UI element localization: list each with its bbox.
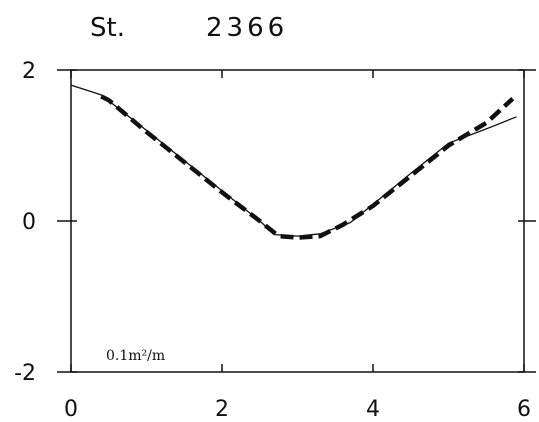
x-tick-label-0: 0 (64, 397, 78, 422)
plot-frame (70, 69, 525, 373)
series-dashed-line-1 (100, 94, 515, 240)
unit-label: 0.1m²/m (106, 348, 165, 364)
x-tick-label-1: 2 (215, 397, 229, 422)
x-tick-label-2: 4 (366, 397, 380, 422)
y-tick-label-0: 2 (22, 59, 36, 84)
y-tick-label-2: -2 (14, 361, 36, 386)
chart-title-number: 2366 (206, 13, 288, 43)
y-tick-labels: 2 0 -2 (14, 59, 36, 386)
series-group (70, 84, 517, 240)
x-tick-label-3: 6 (517, 397, 531, 422)
y-tick-label-1: 0 (22, 210, 36, 235)
tick-marks (57, 69, 536, 373)
series-solid-line-0 (70, 84, 517, 237)
chart-title-prefix: St. (90, 13, 125, 43)
x-tick-labels: 0 2 4 6 (64, 397, 531, 422)
